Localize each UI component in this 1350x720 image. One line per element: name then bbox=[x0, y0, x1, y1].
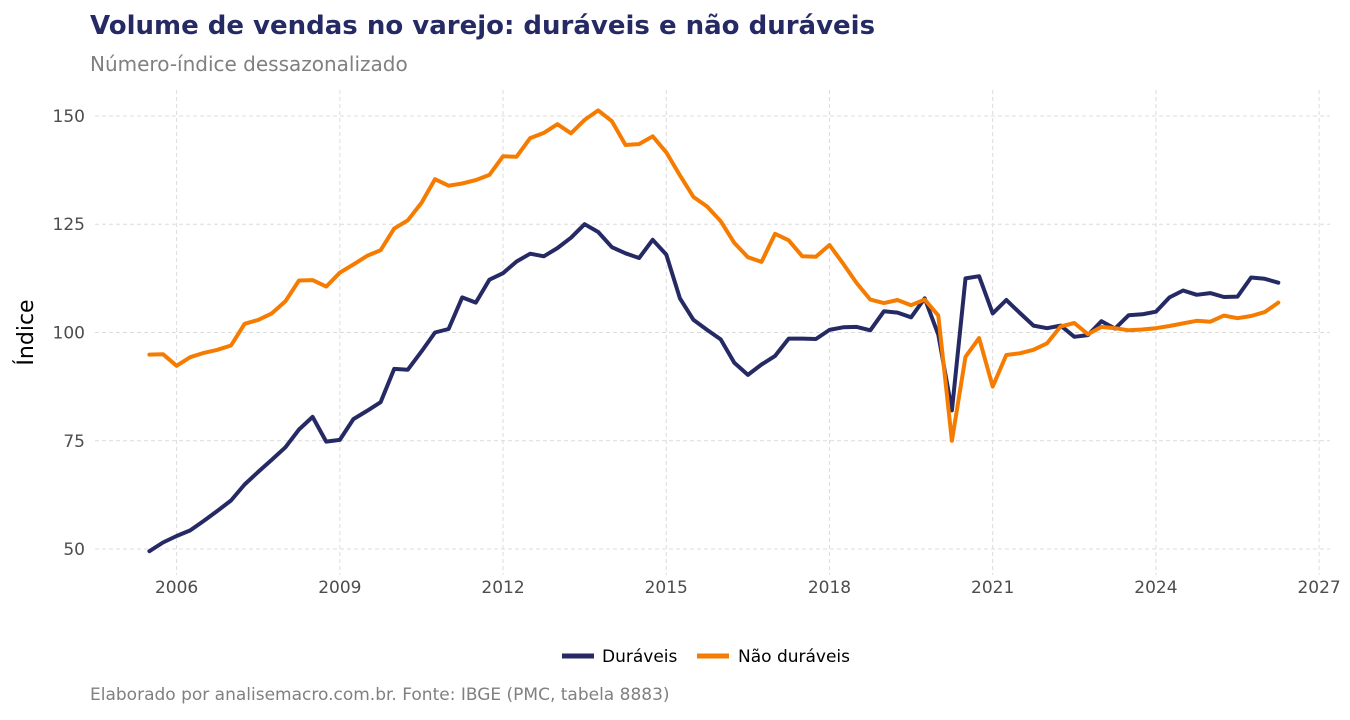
chart-subtitle: Número-índice dessazonalizado bbox=[90, 52, 408, 76]
x-tick-labels: 2006 2009 2012 2015 2018 2021 2024 2027 bbox=[155, 578, 1341, 598]
chart-title: Volume de vendas no varejo: duráveis e n… bbox=[90, 11, 876, 41]
y-tick-label: 50 bbox=[63, 540, 85, 560]
series-line-nao-duraveis bbox=[147, 108, 1281, 443]
y-tick-label: 125 bbox=[53, 215, 85, 235]
x-tick-label: 2012 bbox=[481, 578, 524, 598]
legend-label-nao-duraveis: Não duráveis bbox=[738, 647, 850, 667]
x-tick-label: 2018 bbox=[808, 578, 851, 598]
series-lines bbox=[147, 108, 1281, 554]
y-tick-label: 75 bbox=[63, 432, 85, 452]
source-caption: Elaborado por analisemacro.com.br. Fonte… bbox=[90, 685, 670, 705]
x-tick-label: 2009 bbox=[318, 578, 361, 598]
legend-label-duraveis: Duráveis bbox=[602, 647, 678, 667]
y-tick-label: 100 bbox=[53, 324, 85, 344]
y-tick-labels: 50 75 100 125 150 bbox=[53, 107, 85, 560]
x-tick-label: 2006 bbox=[155, 578, 198, 598]
legend: Duráveis Não duráveis bbox=[562, 647, 850, 667]
x-tick-label: 2015 bbox=[645, 578, 688, 598]
series-line-duraveis bbox=[147, 222, 1281, 554]
x-tick-label: 2027 bbox=[1297, 578, 1340, 598]
x-tick-label: 2024 bbox=[1134, 578, 1177, 598]
y-axis-label: Índice bbox=[13, 299, 39, 365]
x-tick-label: 2021 bbox=[971, 578, 1014, 598]
y-tick-label: 150 bbox=[53, 107, 85, 127]
